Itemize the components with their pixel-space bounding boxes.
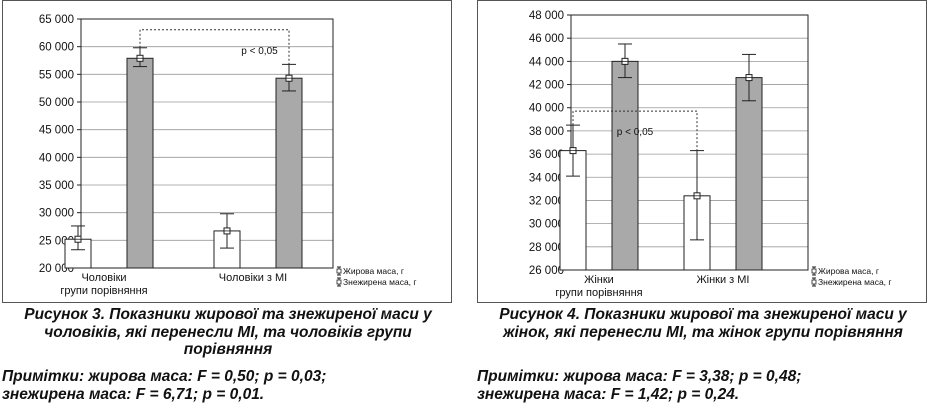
y-tick-label: 40 000	[529, 103, 564, 115]
y-tick-label: 34 000	[529, 172, 564, 184]
figure-notes-1: Примітки: жирова маса: F = 0,50; p = 0,0…	[2, 368, 454, 404]
chart-women: 26 000 28 000 30 000 32 000 34 000 36 000 38 0…	[529, 10, 892, 299]
bar	[611, 60, 639, 271]
y-tick-label: 28 000	[529, 242, 564, 254]
plot-area	[80, 18, 334, 269]
y-tick-label: 38 000	[529, 126, 564, 138]
category-label: Жінки з МІ	[696, 274, 749, 286]
figure-notes-2: Примітки: жирова маса: F = 3,38; p = 0,4…	[477, 368, 929, 404]
bar	[275, 77, 303, 269]
bar	[64, 238, 92, 269]
notes-line-lean-2: знежирена маса: F = 1,42; p = 0,24.	[477, 386, 740, 403]
notes-line-fat-1: Примітки: жирова маса: F = 0,50; p = 0,0…	[2, 368, 327, 385]
bar	[213, 230, 241, 269]
notes-line-fat-2: Примітки: жирова маса: F = 3,38; p = 0,4…	[477, 368, 802, 385]
legend-entry: Знежирена маса, г	[818, 277, 892, 287]
significance-bracket	[572, 110, 698, 151]
y-tick-label: 65 000	[39, 14, 74, 26]
y-tick-label: 35 000	[39, 180, 74, 192]
y-tick-label: 42 000	[529, 80, 564, 92]
y-tick-label: 40 000	[39, 152, 74, 164]
legend-marker	[811, 279, 817, 285]
category-label: Жінки	[584, 274, 614, 286]
significance-label: p < 0,05	[617, 127, 654, 138]
legend-marker	[336, 279, 342, 285]
significance-label: p < 0,05	[241, 46, 278, 57]
bar	[126, 57, 154, 269]
category-label: групи порівняння	[60, 285, 147, 297]
y-tick-label: 46 000	[529, 33, 564, 45]
legend-entry: Жирова маса, г	[343, 266, 404, 276]
figure-caption-2: Рисунок 4. Показники жирової та знежирен…	[499, 306, 907, 341]
y-tick-label: 44 000	[529, 56, 564, 68]
category-label: групи порівняння	[555, 287, 642, 299]
bar	[735, 77, 763, 271]
chart-frame-1: 20 000 25 000 30 000 35 000 40 000 45 000 50 0…	[2, 0, 452, 303]
y-tick-label: 30 000	[39, 208, 74, 220]
y-tick-label: 45 000	[39, 125, 74, 137]
y-tick-label: 48 000	[529, 10, 564, 22]
figure-3: 20 000 25 000 30 000 35 000 40 000 45 000 50 0…	[2, 0, 454, 410]
category-label: Чоловіки з МІ	[219, 272, 288, 284]
y-tick-label: 55 000	[39, 69, 74, 81]
y-tick-label: 32 000	[529, 195, 564, 207]
y-tick-label: 60 000	[39, 42, 74, 54]
chart-frame-2: 26 000 28 000 30 000 32 000 34 000 36 000 38 0…	[477, 0, 927, 303]
y-tick-label: 26 000	[529, 265, 564, 277]
legend-entry: Жирова маса, г	[818, 266, 879, 276]
legend-marker	[336, 268, 342, 274]
notes-line-lean-1: знежирена маса: F = 6,71; p = 0,01.	[2, 386, 265, 403]
y-tick-label: 50 000	[39, 97, 74, 109]
legend-entry: Знежирена маса, г	[343, 277, 417, 287]
category-label: Чоловіки	[81, 272, 126, 284]
significance-bracket	[139, 29, 290, 65]
legend-marker	[811, 268, 817, 274]
y-tick-label: 36 000	[529, 149, 564, 161]
y-tick-label: 30 000	[529, 219, 564, 231]
figure-4: 26 000 28 000 30 000 32 000 34 000 36 000 38 0…	[477, 0, 929, 410]
figure-caption-1: Рисунок 3. Показники жирової та знежирен…	[24, 306, 432, 358]
